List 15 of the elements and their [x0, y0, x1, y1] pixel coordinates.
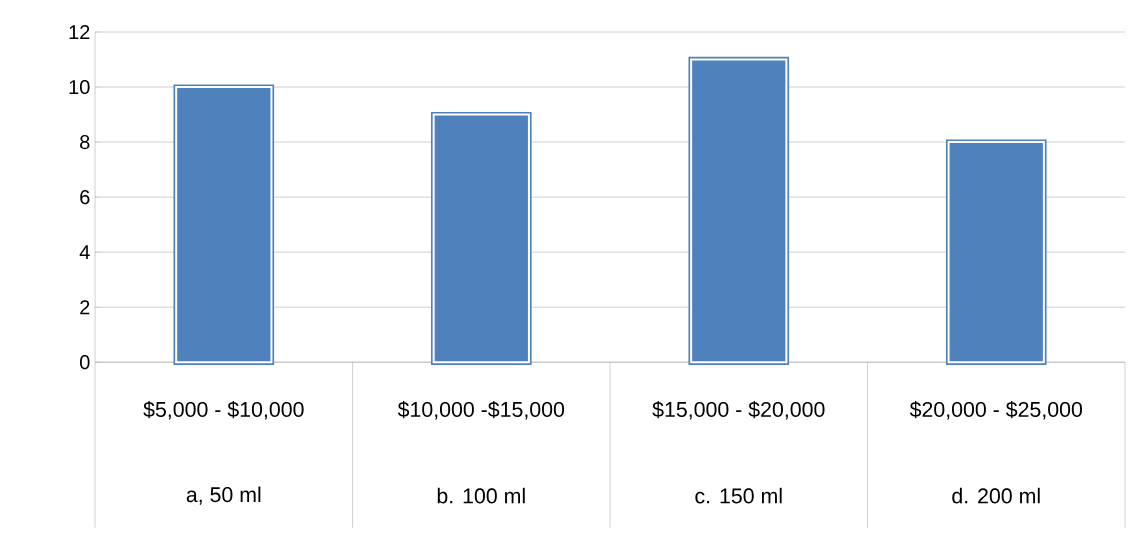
x-tick-label: $15,000 - $20,000	[652, 400, 825, 420]
text: c. 150 ml	[695, 487, 782, 504]
y-tick-label: 2	[80, 300, 90, 315]
x-tick-label: $5,000 - $10,000	[143, 400, 304, 420]
text: b. 100 ml	[437, 487, 525, 504]
x-tick-label: $20,000 - $25,000	[909, 400, 1083, 420]
text: a, 50 ml	[186, 486, 261, 505]
x-tick-label: $10,000 -$15,000	[397, 400, 565, 420]
y-tick-label: 0	[79, 354, 90, 370]
y-tick-label: 10	[69, 79, 90, 94]
y-tick-label: 6	[80, 189, 90, 205]
text: d. 200 ml	[952, 487, 1040, 504]
y-tick-label: 4	[79, 245, 90, 259]
y-tick-label: 8	[80, 134, 90, 149]
y-tick-label: 12	[69, 24, 90, 39]
